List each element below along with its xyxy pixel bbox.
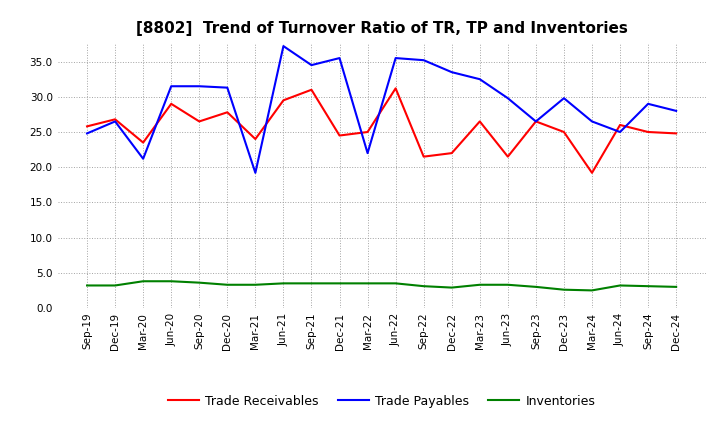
Legend: Trade Receivables, Trade Payables, Inventories: Trade Receivables, Trade Payables, Inven… [163, 390, 600, 413]
Trade Payables [616, 129, 624, 135]
Trade Payables [364, 150, 372, 156]
Inventories [475, 282, 484, 287]
Trade Receivables [307, 87, 316, 92]
Trade Receivables [83, 124, 91, 129]
Trade Payables [588, 119, 596, 124]
Trade Payables [83, 131, 91, 136]
Inventories [336, 281, 344, 286]
Trade Payables [531, 119, 540, 124]
Trade Payables [279, 44, 288, 49]
Line: Trade Payables: Trade Payables [87, 46, 676, 173]
Trade Receivables [251, 136, 260, 142]
Trade Payables [503, 95, 512, 101]
Inventories [364, 281, 372, 286]
Trade Receivables [223, 110, 232, 115]
Trade Receivables [111, 117, 120, 122]
Inventories [588, 288, 596, 293]
Trade Payables [447, 70, 456, 75]
Inventories [419, 283, 428, 289]
Trade Payables [644, 101, 652, 106]
Trade Receivables [616, 122, 624, 128]
Inventories [279, 281, 288, 286]
Title: [8802]  Trend of Turnover Ratio of TR, TP and Inventories: [8802] Trend of Turnover Ratio of TR, TP… [135, 21, 628, 36]
Trade Receivables [195, 119, 204, 124]
Trade Receivables [644, 129, 652, 135]
Inventories [644, 283, 652, 289]
Trade Receivables [167, 101, 176, 106]
Inventories [139, 279, 148, 284]
Trade Receivables [559, 129, 568, 135]
Inventories [223, 282, 232, 287]
Trade Payables [672, 108, 680, 114]
Line: Trade Receivables: Trade Receivables [87, 88, 676, 173]
Trade Receivables [588, 170, 596, 176]
Trade Receivables [503, 154, 512, 159]
Inventories [447, 285, 456, 290]
Inventories [391, 281, 400, 286]
Trade Payables [475, 77, 484, 82]
Inventories [251, 282, 260, 287]
Trade Payables [419, 58, 428, 63]
Inventories [111, 283, 120, 288]
Inventories [83, 283, 91, 288]
Trade Receivables [279, 98, 288, 103]
Trade Receivables [531, 119, 540, 124]
Trade Payables [391, 55, 400, 61]
Inventories [307, 281, 316, 286]
Trade Receivables [139, 140, 148, 145]
Trade Payables [167, 84, 176, 89]
Trade Payables [336, 55, 344, 61]
Inventories [616, 283, 624, 288]
Trade Receivables [447, 150, 456, 156]
Inventories [531, 284, 540, 290]
Inventories [167, 279, 176, 284]
Trade Payables [139, 156, 148, 161]
Trade Receivables [475, 119, 484, 124]
Trade Receivables [419, 154, 428, 159]
Trade Payables [195, 84, 204, 89]
Trade Receivables [336, 133, 344, 138]
Inventories [195, 280, 204, 285]
Trade Receivables [391, 86, 400, 91]
Trade Payables [307, 62, 316, 68]
Trade Payables [251, 170, 260, 176]
Inventories [559, 287, 568, 292]
Trade Payables [559, 95, 568, 101]
Inventories [503, 282, 512, 287]
Trade Receivables [672, 131, 680, 136]
Inventories [672, 284, 680, 290]
Trade Payables [223, 85, 232, 90]
Trade Payables [111, 119, 120, 124]
Line: Inventories: Inventories [87, 281, 676, 290]
Trade Receivables [364, 129, 372, 135]
